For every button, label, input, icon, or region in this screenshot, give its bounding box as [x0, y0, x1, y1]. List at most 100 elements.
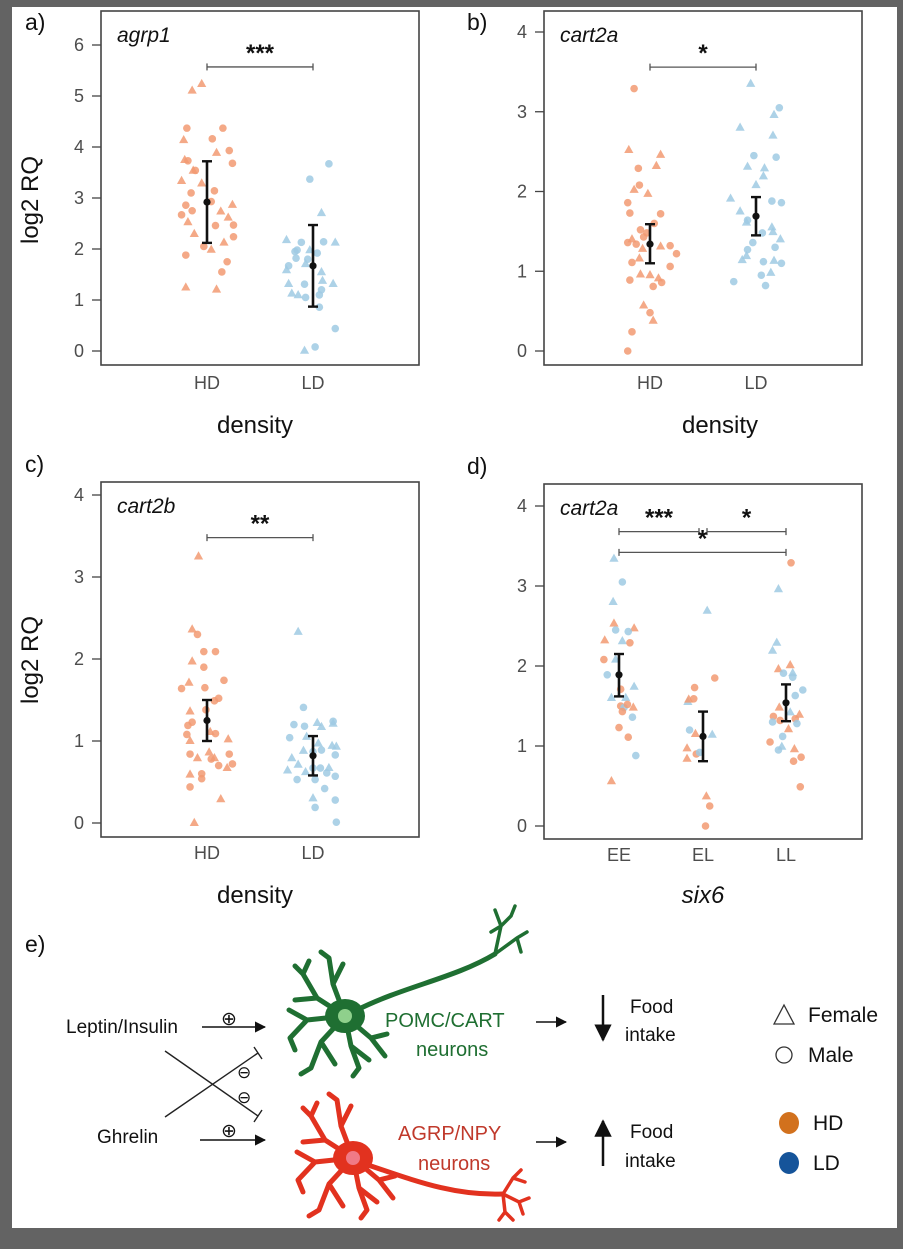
data-point-circle-HD: [626, 209, 634, 217]
data-point-triangle-LD: [768, 130, 778, 139]
data-point-triangle-HD: [634, 253, 644, 262]
mean-point: [203, 716, 211, 725]
data-point-circle-HD: [184, 156, 192, 165]
agrp-npy-label: AGRP/NPY: [398, 1123, 501, 1145]
data-point-circle-LD: [624, 627, 633, 636]
data-point-circle-HD: [634, 164, 643, 173]
data-point-circle-LD: [772, 153, 780, 162]
panel-label: b): [467, 9, 487, 35]
data-point-circle-HD: [200, 663, 208, 671]
y-tick-label: 2: [517, 182, 527, 202]
data-point-triangle-LD: [300, 766, 311, 776]
data-point-circle-LD: [320, 784, 329, 793]
data-point-circle-HD: [618, 707, 627, 716]
mean-point: [782, 699, 790, 707]
data-point-triangle-HD: [219, 237, 229, 246]
data-point-circle-HD: [210, 697, 219, 705]
data-point-triangle-LD: [621, 692, 631, 701]
y-tick-label: 3: [517, 576, 527, 596]
data-point-circle-LD: [331, 796, 340, 804]
data-point-triangle-HD: [624, 144, 634, 154]
data-point-circle-HD: [639, 233, 648, 241]
mean-point: [699, 732, 707, 741]
data-point-circle-HD: [182, 251, 190, 259]
data-point-triangle-LD: [741, 250, 752, 260]
data-point-circle-LD: [297, 238, 306, 247]
data-point-circle-HD: [214, 761, 223, 770]
data-point-triangle-LD: [287, 288, 297, 297]
data-point-circle-HD: [623, 347, 632, 355]
data-point-triangle-LD: [293, 759, 303, 768]
data-point-triangle-LD: [609, 553, 619, 562]
data-point-circle-HD: [208, 135, 217, 143]
data-point-circle-LD: [313, 249, 322, 257]
food-intake-bottom-line1: Food: [630, 1122, 673, 1143]
data-point-triangle-LD: [746, 78, 756, 87]
data-point-triangle-HD: [637, 243, 648, 252]
x-tick-label: LD: [301, 843, 324, 863]
significance-label: *: [742, 505, 752, 532]
y-tick-label: 3: [74, 188, 84, 208]
chart-panel-b: b) cart2a 0 1 2 3 4 HD LD density *: [467, 9, 863, 439]
x-tick-label: HD: [637, 373, 663, 393]
data-point-triangle-HD: [189, 817, 199, 826]
data-point-triangle-HD: [635, 269, 646, 278]
data-point-circle-LD: [293, 775, 301, 784]
data-point-triangle-LD: [300, 258, 311, 268]
panel-label: d): [467, 453, 487, 479]
data-point-circle-LD: [331, 324, 340, 333]
y-tick-label: 4: [74, 485, 84, 505]
mean-point: [646, 240, 654, 248]
data-point-circle-HD: [184, 721, 192, 730]
y-tick-label: 1: [517, 261, 527, 281]
minus-sign-1: ⊖: [237, 1063, 251, 1082]
data-point-triangle-HD: [606, 776, 617, 785]
chart-panel-a: a) agrp1 0 1 2 3 4 5 6 HD LD log2 RQ density ***: [17, 9, 420, 439]
data-point-circle-LD: [300, 722, 309, 731]
data-point-circle-HD: [690, 683, 699, 692]
data-point-triangle-HD: [176, 175, 187, 184]
x-tick-label: LL: [776, 845, 796, 865]
data-point-triangle-HD: [682, 753, 692, 762]
data-point-triangle-HD: [192, 753, 203, 762]
data-point-circle-LD: [331, 772, 340, 781]
data-point-triangle-HD: [223, 734, 233, 743]
data-point-triangle-HD: [185, 706, 195, 715]
x-tick-label: LD: [744, 373, 767, 393]
legend: Female Male HD LD: [772, 1003, 878, 1175]
data-point-triangle-HD: [651, 160, 661, 169]
data-point-circle-LD: [777, 259, 786, 268]
y-axis-title: log2 RQ: [17, 616, 44, 704]
y-tick-label: 5: [74, 86, 84, 106]
data-point-circle-HD: [701, 822, 710, 830]
data-point-circle-HD: [797, 753, 805, 761]
leptin-insulin-label: Leptin/Insulin: [66, 1017, 178, 1038]
data-point-circle-HD: [187, 189, 195, 197]
data-point-circle-HD: [657, 278, 666, 287]
data-point-circle-HD: [186, 750, 194, 758]
hd-color-dot: [779, 1112, 799, 1134]
data-point-triangle-LD: [281, 234, 292, 244]
data-point-triangle-HD: [639, 300, 649, 309]
data-point-circle-HD: [177, 684, 186, 693]
data-point-circle-LD: [775, 103, 784, 112]
data-point-triangle-HD: [197, 178, 207, 187]
data-point-circle-LD: [749, 238, 757, 247]
data-point-circle-HD: [223, 257, 231, 266]
data-point-circle-LD: [799, 686, 807, 694]
data-point-triangle-HD: [179, 134, 189, 144]
data-point-triangle-HD: [187, 85, 197, 94]
data-point-triangle-HD: [774, 702, 784, 711]
y-tick-label: 2: [74, 239, 84, 259]
data-point-circle-HD: [197, 774, 206, 783]
data-point-circle-HD: [623, 238, 632, 247]
data-point-circle-HD: [623, 198, 632, 207]
data-point-circle-LD: [317, 746, 326, 754]
data-point-circle-LD: [793, 719, 801, 728]
data-point-circle-LD: [285, 733, 294, 742]
data-point-circle-LD: [331, 751, 340, 759]
data-point-triangle-LD: [775, 234, 785, 243]
data-point-circle-LD: [761, 281, 770, 290]
y-tick-label: 0: [74, 341, 84, 361]
data-point-circle-LD: [768, 197, 776, 205]
